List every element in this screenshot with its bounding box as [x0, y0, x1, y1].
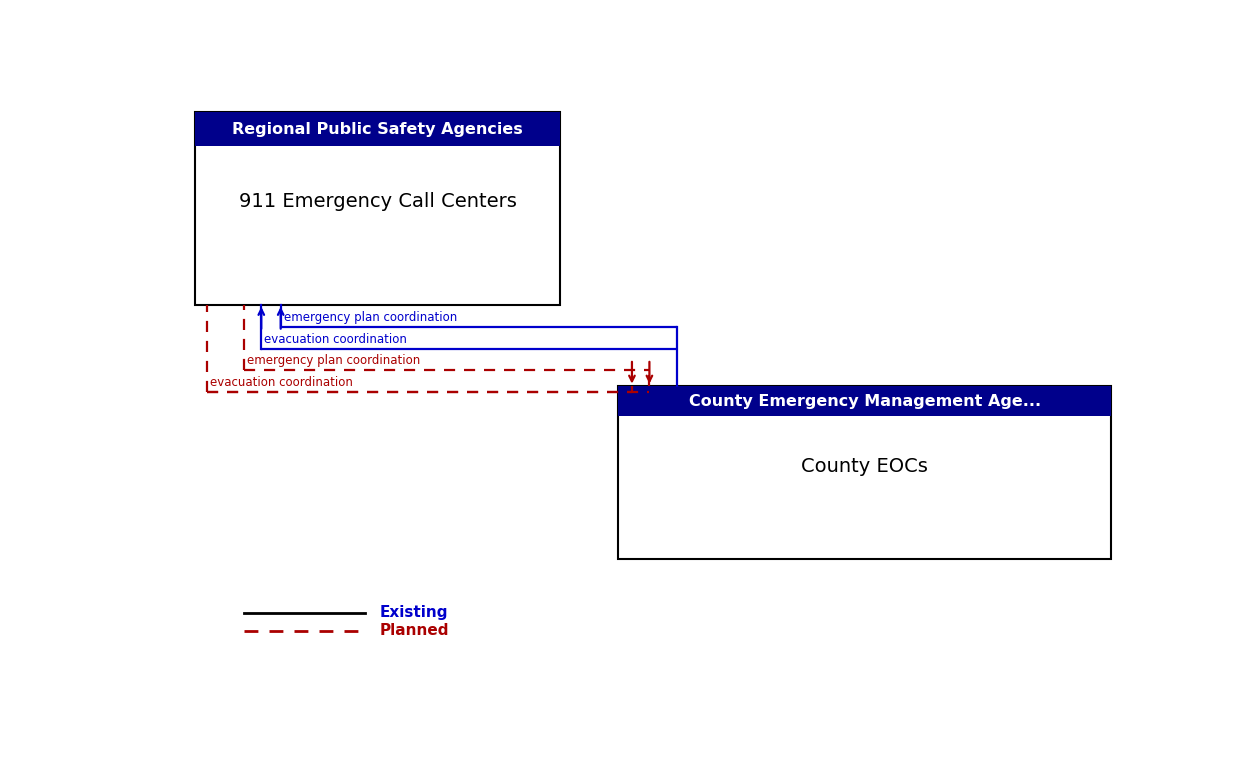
Text: Existing: Existing	[379, 605, 448, 621]
Bar	[195, 113, 560, 305]
Text: 911 Emergency Call Centers: 911 Emergency Call Centers	[239, 192, 517, 211]
Text: emergency plan coordination: emergency plan coordination	[247, 355, 419, 367]
Text: evacuation coordination: evacuation coordination	[210, 376, 353, 389]
Text: County EOCs: County EOCs	[801, 457, 928, 476]
Bar	[195, 113, 560, 146]
Text: Planned: Planned	[379, 623, 449, 639]
Bar	[618, 386, 1112, 416]
Text: County Emergency Management Age...: County Emergency Management Age...	[689, 393, 1040, 409]
Bar	[618, 386, 1112, 559]
Text: Regional Public Safety Agencies: Regional Public Safety Agencies	[233, 122, 523, 137]
Text: emergency plan coordination: emergency plan coordination	[284, 311, 457, 324]
Text: evacuation coordination: evacuation coordination	[264, 333, 407, 346]
